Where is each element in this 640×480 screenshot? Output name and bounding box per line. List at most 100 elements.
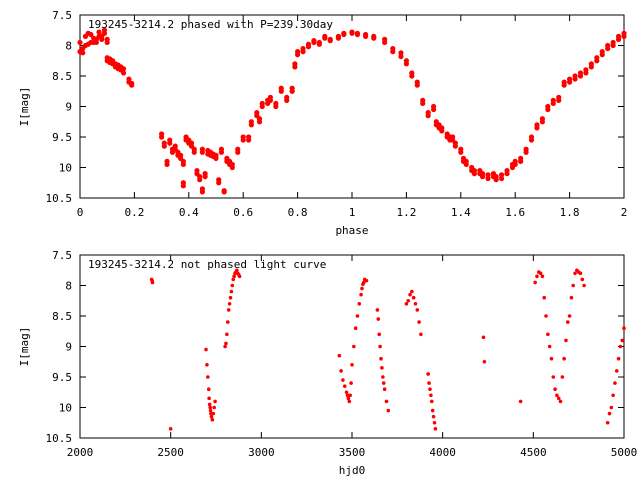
data-point	[342, 384, 347, 388]
data-point	[322, 35, 328, 41]
data-point	[292, 64, 298, 70]
phased-light-curve-panel: phase I[mag] 0 0.2 0.4 0.6 0.8 1 1.2 1.4 1.6 1.8 2…	[18, 9, 627, 237]
data-point	[493, 177, 499, 183]
data-point	[381, 381, 386, 385]
y-tick-label: 10.5	[46, 192, 73, 205]
x-tick-label: 3500	[339, 446, 366, 459]
data-point	[523, 149, 529, 155]
data-point	[458, 149, 464, 155]
data-point	[180, 161, 186, 168]
data-point	[413, 302, 418, 306]
data-point	[289, 88, 295, 94]
data-point	[547, 344, 552, 349]
data-point	[555, 393, 559, 398]
data-point	[381, 375, 385, 379]
x-tick-label: 0.2	[124, 206, 144, 219]
data-point	[357, 302, 362, 306]
data-point	[235, 149, 241, 155]
data-point	[425, 113, 431, 119]
data-point	[360, 286, 364, 291]
data-point	[353, 326, 358, 331]
data-point	[300, 49, 306, 55]
data-point	[77, 39, 83, 46]
data-point	[199, 189, 205, 195]
data-point	[99, 36, 105, 43]
data-point	[420, 100, 426, 107]
x-tick-label: 1.8	[560, 206, 580, 219]
data-point	[415, 308, 420, 312]
x-tick-label: 1	[349, 206, 356, 219]
data-point	[573, 271, 577, 276]
x-tick-label: 1.6	[505, 206, 525, 219]
data-point	[231, 277, 236, 282]
y-tick-label: 8.5	[52, 310, 72, 323]
data-point	[346, 396, 351, 401]
data-point	[429, 393, 433, 398]
data-point	[404, 302, 409, 306]
data-point	[386, 408, 391, 413]
data-point	[206, 387, 211, 392]
data-point	[349, 30, 355, 36]
x-tick-label: 0	[77, 206, 84, 219]
data-point	[168, 427, 173, 431]
data-point	[390, 49, 396, 55]
data-point	[556, 396, 561, 401]
data-point	[202, 174, 208, 180]
data-point	[371, 35, 377, 41]
data-point	[485, 172, 491, 178]
x-tick-label: 4000	[429, 446, 456, 459]
data-point	[225, 332, 229, 337]
unphased-light-curve-panel: hjd0 I[mag] 2000 2500 3000 3500 4000 4500 5000…	[18, 249, 637, 477]
data-point	[398, 50, 404, 56]
data-point	[345, 393, 350, 398]
data-point	[429, 399, 434, 404]
data-point	[359, 292, 363, 297]
data-point	[227, 302, 232, 306]
data-point	[439, 128, 445, 134]
data-point	[337, 353, 342, 358]
data-point	[540, 274, 545, 279]
data-point	[209, 414, 214, 419]
y-tick-label: 9.5	[52, 371, 72, 384]
data-point	[354, 31, 361, 38]
data-point	[565, 320, 570, 324]
data-point	[430, 408, 435, 413]
data-point	[311, 39, 317, 46]
data-point	[229, 289, 234, 294]
data-point	[240, 137, 246, 143]
data-point	[556, 97, 562, 103]
data-point	[208, 405, 212, 410]
data-point	[622, 326, 626, 331]
data-point	[228, 295, 233, 300]
y-tick-label: 10	[59, 162, 72, 175]
chart-title: 193245-3214.2 phased with P=239.30day	[88, 18, 333, 31]
data-point	[380, 366, 384, 370]
data-point	[504, 171, 510, 177]
data-point	[428, 387, 432, 392]
data-point	[129, 82, 135, 88]
data-point	[339, 369, 343, 373]
data-point	[232, 274, 236, 279]
data-point	[80, 50, 86, 56]
data-point	[409, 73, 415, 79]
data-point	[431, 414, 436, 419]
data-point	[316, 41, 322, 47]
x-tick-label: 5000	[611, 446, 638, 459]
data-point	[433, 427, 438, 431]
data-point	[224, 341, 228, 346]
data-point	[379, 356, 383, 361]
data-point	[348, 393, 352, 398]
x-tick-label: 0.6	[233, 206, 253, 219]
data-point	[104, 39, 110, 46]
y-tick-label: 9	[65, 101, 72, 114]
data-point	[180, 183, 186, 189]
data-point	[235, 268, 239, 273]
data-point	[93, 39, 99, 46]
data-point	[327, 38, 333, 44]
y-tick-label: 9.5	[52, 131, 72, 144]
x-tick-label: 2	[621, 206, 628, 219]
data-point	[431, 106, 437, 113]
data-point	[267, 97, 273, 103]
data-point	[607, 411, 612, 416]
data-point	[549, 356, 554, 361]
